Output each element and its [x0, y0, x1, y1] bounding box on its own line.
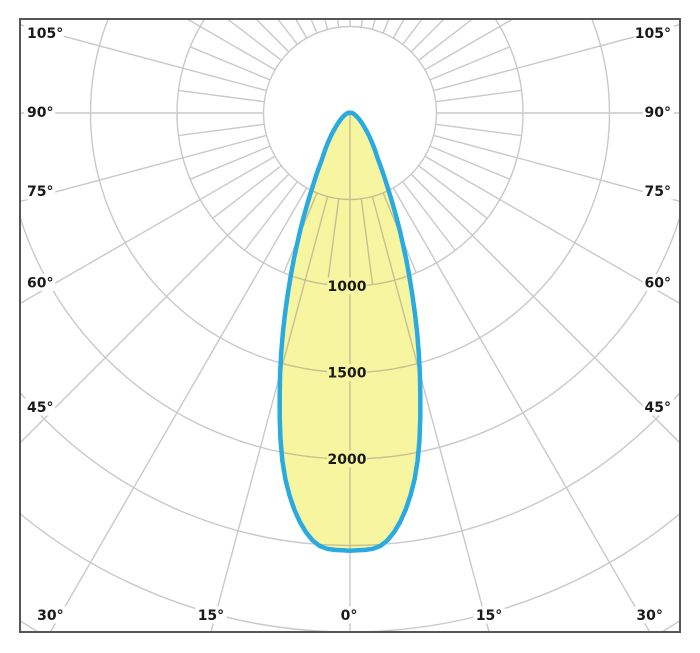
beam-outline	[277, 110, 423, 553]
grid-minor-tick	[402, 181, 456, 251]
label-halo	[634, 24, 674, 42]
ring-label-text: 1000	[328, 279, 367, 295]
grid-spoke	[21, 173, 290, 443]
grid-spoke	[21, 24, 267, 92]
chart-frame	[19, 18, 681, 633]
grid-spoke	[392, 187, 650, 631]
angle-label-text: 75°	[645, 184, 671, 200]
grid-spoke	[21, 134, 267, 202]
ring-label: 1000 1500 2000	[327, 277, 367, 468]
grid-minor-tick	[435, 89, 522, 103]
grid-minor-tick	[189, 46, 271, 81]
grid-minor-tick	[212, 165, 282, 219]
grid-minor-tick	[277, 20, 298, 45]
grid-spoke	[324, 20, 329, 30]
grid-minor-tick	[418, 20, 473, 61]
label-halo	[24, 103, 56, 121]
label-halo	[327, 364, 367, 381]
grid-spoke	[425, 156, 700, 563]
angle-label-text: 45°	[27, 400, 53, 416]
angle-label-text: 90°	[645, 105, 671, 121]
angle-label-text: 0°	[341, 608, 358, 624]
grid-spoke	[433, 134, 679, 202]
label-halo	[34, 606, 66, 624]
angle-label-text: 30°	[636, 608, 662, 624]
grid-spoke	[410, 173, 679, 443]
grid-spoke	[433, 24, 679, 92]
ring-label-text: 2000	[328, 452, 367, 468]
label-halo	[24, 182, 56, 200]
grid-minor-tick	[326, 198, 340, 285]
grid-minor-tick	[361, 0, 372, 27]
grid-spoke	[50, 187, 308, 631]
angle-label-text: 75°	[27, 184, 53, 200]
ring-label-text: 1500	[328, 366, 367, 382]
label-halo	[473, 606, 505, 624]
grid-minor-tick	[360, 198, 374, 285]
grid-spoke	[0, 135, 266, 346]
label-halo	[642, 103, 674, 121]
label-halo	[642, 182, 674, 200]
angle-label-text: 30°	[37, 608, 63, 624]
label-halo	[24, 398, 56, 416]
grid-spoke	[0, 0, 266, 91]
label-halo	[327, 450, 367, 468]
grid-minor-tick	[429, 46, 511, 81]
grid-spoke	[371, 196, 421, 551]
grid-minor-tick	[189, 145, 271, 180]
grid-spoke	[372, 0, 583, 29]
angle-label-text: 105°	[27, 26, 63, 42]
grid-spoke	[279, 196, 329, 551]
grid-minor-tick	[429, 145, 511, 180]
grid-minor-tick	[418, 165, 488, 219]
label-halo	[337, 606, 361, 624]
grid-minor-tick	[337, 20, 340, 28]
label-halo	[634, 606, 666, 624]
grid-minor-tick	[327, 0, 338, 27]
grid-spoke	[0, 156, 275, 563]
grid-minor-tick	[244, 181, 298, 251]
angle-label-text: 45°	[645, 400, 671, 416]
label-halo	[327, 277, 367, 295]
label-halo	[642, 273, 674, 291]
label-halo	[195, 606, 227, 624]
grid-spoke	[434, 0, 700, 91]
angle-label-text: 105°	[635, 26, 671, 42]
grid-spoke	[424, 155, 679, 304]
angle-label-text: 15°	[198, 608, 224, 624]
label-halo	[24, 24, 64, 42]
grid-minor-tick	[227, 20, 282, 61]
angle-label-text: 90°	[27, 105, 53, 121]
label-halo	[642, 398, 674, 416]
angle-label-text: 60°	[645, 275, 671, 291]
angle-label: 105° 105° 90° 90° 75° 75° 60° 60° 45° 45° 30° 30° 15…	[24, 24, 674, 624]
grid-spoke	[434, 135, 700, 346]
grid-spoke	[21, 155, 276, 304]
grid-minor-tick	[402, 20, 423, 45]
grid-minor-tick	[178, 89, 265, 103]
grid-minor-tick	[178, 123, 265, 137]
label-halo	[24, 273, 56, 291]
grid-spoke	[117, 0, 328, 29]
grid-spoke	[371, 20, 376, 30]
grid-minor-tick	[360, 20, 363, 28]
angle-label-text: 15°	[476, 608, 502, 624]
grid-minor-tick	[435, 123, 522, 137]
angle-label-text: 60°	[27, 275, 53, 291]
